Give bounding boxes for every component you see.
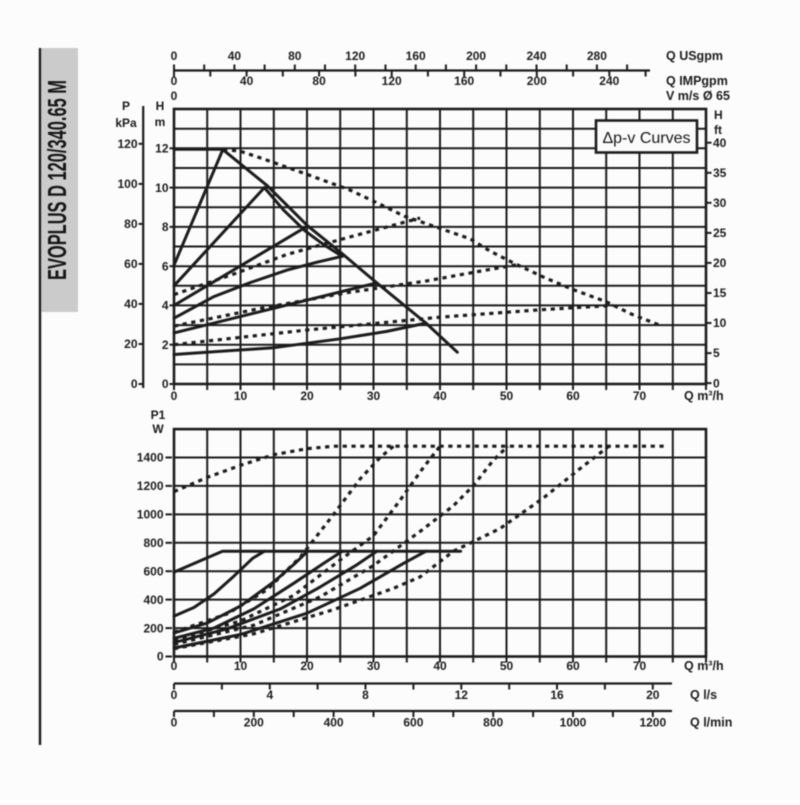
svg-text:2: 2	[162, 338, 169, 352]
svg-text:Q IMPgpm: Q IMPgpm	[666, 74, 728, 88]
svg-text:0: 0	[713, 376, 720, 390]
svg-text:120: 120	[345, 49, 365, 63]
svg-text:40: 40	[228, 49, 242, 63]
svg-text:80: 80	[124, 217, 138, 231]
svg-text:30: 30	[367, 659, 381, 673]
svg-text:120: 120	[382, 74, 402, 88]
svg-text:ft: ft	[714, 123, 722, 137]
svg-text:0: 0	[171, 49, 178, 63]
svg-text:12: 12	[455, 688, 469, 702]
svg-text:V m/s Ø 65: V m/s Ø 65	[666, 89, 730, 103]
svg-text:1400: 1400	[137, 451, 164, 465]
svg-text:Q m³/h: Q m³/h	[684, 659, 724, 673]
svg-text:P: P	[122, 99, 130, 113]
svg-text:60: 60	[124, 257, 138, 271]
svg-text:70: 70	[633, 389, 647, 403]
svg-text:Q m³/h: Q m³/h	[684, 389, 724, 403]
svg-text:10: 10	[713, 316, 727, 330]
svg-text:8: 8	[362, 688, 369, 702]
svg-text:0: 0	[171, 688, 178, 702]
svg-text:200: 200	[143, 621, 163, 635]
svg-text:20: 20	[124, 337, 138, 351]
svg-text:200: 200	[527, 74, 547, 88]
svg-text:60: 60	[566, 659, 580, 673]
svg-text:0: 0	[131, 377, 138, 391]
svg-text:50: 50	[500, 389, 514, 403]
svg-text:800: 800	[483, 716, 503, 730]
svg-text:240: 240	[526, 49, 546, 63]
svg-text:kPa: kPa	[115, 116, 137, 130]
svg-text:600: 600	[403, 716, 423, 730]
svg-text:0: 0	[171, 389, 178, 403]
svg-text:0: 0	[157, 650, 164, 664]
svg-text:1200: 1200	[137, 479, 164, 493]
svg-text:20: 20	[713, 256, 727, 270]
svg-text:60: 60	[566, 389, 580, 403]
svg-text:0: 0	[171, 74, 178, 88]
svg-text:4: 4	[266, 688, 273, 702]
svg-text:30: 30	[713, 196, 727, 210]
svg-text:H: H	[156, 99, 165, 113]
svg-text:10: 10	[234, 659, 248, 673]
svg-text:0: 0	[162, 377, 169, 391]
svg-text:40: 40	[240, 74, 254, 88]
svg-text:P1: P1	[151, 408, 166, 422]
svg-text:80: 80	[288, 49, 302, 63]
svg-text:0: 0	[171, 89, 178, 103]
svg-text:W: W	[152, 422, 164, 436]
svg-text:20: 20	[646, 688, 660, 702]
svg-text:16: 16	[550, 688, 564, 702]
svg-text:0: 0	[171, 716, 178, 730]
svg-text:10: 10	[155, 181, 169, 195]
svg-text:1200: 1200	[639, 716, 666, 730]
svg-text:8: 8	[162, 220, 169, 234]
svg-text:20: 20	[300, 659, 314, 673]
svg-text:0: 0	[171, 659, 178, 673]
svg-text:30: 30	[367, 389, 381, 403]
svg-text:1000: 1000	[137, 508, 164, 522]
svg-text:20: 20	[300, 389, 314, 403]
svg-text:12: 12	[155, 142, 169, 156]
svg-text:6: 6	[162, 259, 169, 273]
svg-text:25: 25	[713, 226, 727, 240]
svg-text:40: 40	[433, 659, 447, 673]
svg-text:160: 160	[406, 49, 426, 63]
svg-text:15: 15	[713, 286, 727, 300]
svg-text:40: 40	[713, 136, 727, 150]
svg-text:200: 200	[244, 716, 264, 730]
svg-text:m: m	[155, 115, 166, 129]
svg-text:600: 600	[143, 564, 163, 578]
svg-text:70: 70	[633, 659, 647, 673]
svg-text:EVOPLUS D 120/340.65 M: EVOPLUS D 120/340.65 M	[42, 80, 72, 280]
svg-text:1000: 1000	[560, 716, 587, 730]
svg-text:10: 10	[234, 389, 248, 403]
svg-text:400: 400	[143, 593, 163, 607]
svg-text:Q l/min: Q l/min	[690, 716, 732, 730]
svg-text:35: 35	[713, 166, 727, 180]
svg-text:40: 40	[124, 297, 138, 311]
svg-text:Δp-v Curves: Δp-v Curves	[602, 130, 690, 147]
svg-text:Q USgpm: Q USgpm	[666, 49, 723, 63]
svg-text:5: 5	[713, 346, 720, 360]
svg-text:120: 120	[117, 137, 137, 151]
svg-text:200: 200	[466, 49, 486, 63]
svg-text:4: 4	[162, 299, 169, 313]
svg-text:240: 240	[599, 74, 619, 88]
svg-text:40: 40	[433, 389, 447, 403]
svg-text:280: 280	[587, 49, 607, 63]
svg-text:100: 100	[117, 177, 137, 191]
svg-text:H: H	[714, 108, 723, 122]
svg-text:50: 50	[500, 659, 514, 673]
svg-text:Q l/s: Q l/s	[690, 688, 717, 702]
svg-text:160: 160	[454, 74, 474, 88]
svg-text:800: 800	[143, 536, 163, 550]
svg-text:400: 400	[324, 716, 344, 730]
svg-text:80: 80	[312, 74, 326, 88]
